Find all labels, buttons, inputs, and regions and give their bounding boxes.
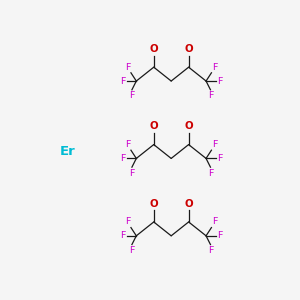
Text: O: O bbox=[184, 44, 193, 54]
Text: O: O bbox=[149, 122, 158, 131]
Text: Er: Er bbox=[60, 145, 76, 158]
Text: O: O bbox=[149, 199, 158, 209]
Text: F: F bbox=[208, 246, 213, 255]
Text: O: O bbox=[184, 122, 193, 131]
Text: F: F bbox=[120, 231, 125, 240]
Text: O: O bbox=[184, 199, 193, 209]
Text: F: F bbox=[208, 169, 213, 178]
Text: F: F bbox=[217, 154, 222, 163]
Text: F: F bbox=[129, 169, 135, 178]
Text: F: F bbox=[129, 92, 135, 100]
Text: F: F bbox=[129, 246, 135, 255]
Text: O: O bbox=[149, 44, 158, 54]
Text: F: F bbox=[217, 76, 222, 85]
Text: F: F bbox=[212, 218, 218, 226]
Text: F: F bbox=[125, 218, 130, 226]
Text: F: F bbox=[217, 231, 222, 240]
Text: F: F bbox=[125, 63, 130, 72]
Text: F: F bbox=[208, 92, 213, 100]
Text: F: F bbox=[120, 76, 125, 85]
Text: F: F bbox=[120, 154, 125, 163]
Text: F: F bbox=[212, 140, 218, 149]
Text: F: F bbox=[212, 63, 218, 72]
Text: F: F bbox=[125, 140, 130, 149]
